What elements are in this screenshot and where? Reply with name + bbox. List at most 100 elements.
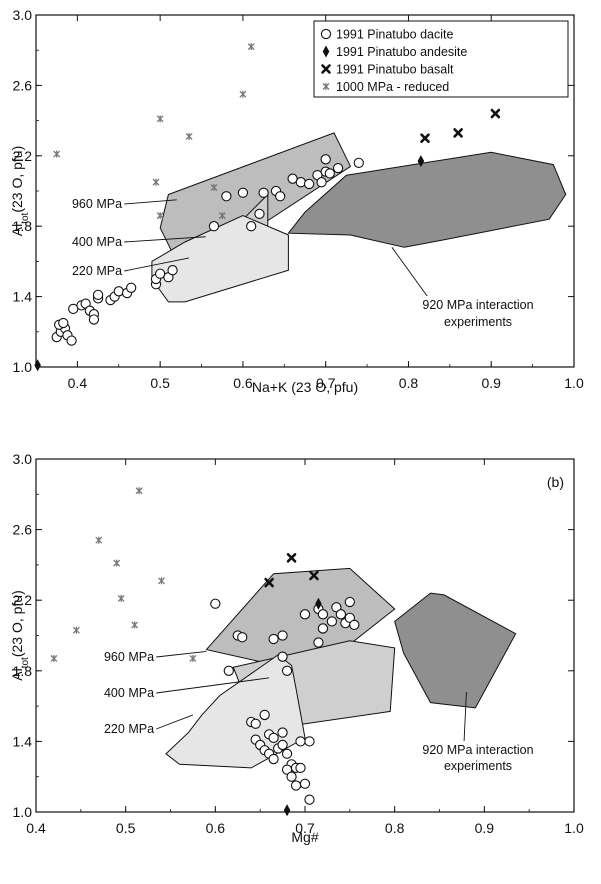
field-label: experiments — [444, 759, 512, 773]
label-bg — [69, 233, 125, 250]
x-tick-label: 0.4 — [26, 820, 46, 836]
label-bg — [101, 648, 157, 665]
legend-entry: 1991 Pinatubo basalt — [336, 63, 454, 77]
x-tick-label: 0.9 — [475, 820, 495, 836]
y-tick-label: 1.0 — [13, 804, 33, 820]
circle-point — [281, 665, 293, 676]
circle-point — [335, 609, 347, 620]
star-point — [152, 178, 160, 186]
legend-box — [313, 20, 569, 98]
circle-point — [259, 709, 270, 721]
field-label: 400 MPa — [104, 686, 154, 700]
star-point — [53, 150, 61, 158]
x-point — [309, 570, 319, 581]
circle-point — [281, 748, 293, 759]
y-tick-label: 1.4 — [13, 289, 33, 305]
label-bg — [394, 296, 562, 330]
circle-point — [332, 162, 344, 174]
y-tick-label: 2.6 — [13, 522, 33, 538]
field-label: 960 MPa — [104, 650, 154, 664]
legend-entry: 1991 Pinatubo andesite — [336, 45, 467, 59]
label-bg — [101, 720, 157, 737]
panel-label: (b) — [547, 474, 564, 490]
x-tick-label: 0.8 — [399, 375, 419, 391]
y-axis-label: Altot(23 O, pfu) — [9, 146, 31, 237]
x-tick-label: 0.8 — [385, 820, 405, 836]
x-tick-label: 0.7 — [316, 375, 336, 391]
circle-point — [277, 630, 288, 641]
x-point — [264, 577, 274, 588]
circle-point — [317, 623, 329, 634]
star-point — [158, 577, 165, 585]
y-tick-label: 3.0 — [13, 451, 33, 467]
circle-point — [326, 616, 338, 627]
circle-point — [290, 780, 302, 791]
field-label: 400 MPa — [72, 235, 122, 249]
legend-marker-star — [322, 83, 330, 90]
field-label: 220 MPa — [104, 722, 154, 736]
circle-point — [324, 168, 335, 179]
star-point — [210, 183, 218, 191]
y-axis-label: Altot(23 O, pfu) — [9, 590, 31, 681]
circle-point — [268, 732, 279, 744]
circle-point — [349, 619, 360, 631]
legend-marker-x — [321, 64, 331, 74]
circle-point — [208, 221, 220, 232]
y-tick-label: 2.2 — [13, 148, 33, 164]
x-point — [453, 128, 463, 138]
panel-b: 0.4 0.5 0.6 0.7 0.8 0.9 1.0 1.0 1.4 1.8 2.2 2.6 3.0 M… — [9, 451, 584, 845]
circle-point — [295, 177, 307, 188]
x-point — [420, 133, 430, 143]
circle-point — [246, 221, 257, 232]
circle-point — [237, 187, 249, 198]
circle-point — [313, 637, 324, 648]
x-tick-label: 1.0 — [564, 375, 584, 391]
circle-point — [353, 157, 364, 168]
circle-point — [303, 178, 315, 190]
circle-point — [295, 762, 306, 774]
field-label: 920 MPa interaction — [422, 298, 533, 312]
x-tick-label: 0.5 — [116, 820, 136, 836]
leader-line — [156, 714, 194, 730]
circle-point — [299, 778, 311, 789]
diamond-point — [315, 597, 322, 610]
y-tick-label: 1.0 — [13, 359, 33, 375]
field-label: 920 MPa interaction — [422, 743, 533, 757]
y-tick-label: 2.2 — [13, 592, 33, 608]
circle-point — [268, 753, 279, 765]
leader-line — [156, 677, 270, 694]
label-bg — [69, 262, 125, 279]
star-point — [239, 90, 247, 98]
x-tick-label: 0.4 — [68, 375, 88, 391]
x-tick-label: 0.7 — [295, 820, 315, 836]
circle-point — [250, 718, 261, 729]
label-bg — [101, 684, 157, 701]
circle-point — [275, 191, 286, 202]
y-tick-label: 2.6 — [13, 77, 33, 93]
leader-line — [124, 236, 206, 243]
circle-point — [286, 771, 297, 782]
star-point — [131, 621, 139, 629]
field-label: experiments — [444, 315, 512, 329]
circle-point — [254, 208, 265, 220]
star-point — [185, 132, 193, 140]
legend-entry: 1991 Pinatubo dacite — [336, 28, 454, 42]
diamond-point — [417, 155, 425, 168]
y-tick-label: 3.0 — [13, 7, 33, 23]
star-point — [113, 559, 121, 567]
star-point — [135, 487, 143, 495]
circle-point — [223, 665, 234, 676]
legend-marker-diamond — [322, 45, 330, 58]
circle-point — [221, 191, 232, 202]
circle-point — [304, 794, 315, 805]
x-tick-label: 1.0 — [564, 820, 584, 836]
star-point — [95, 536, 103, 544]
circle-point — [299, 609, 311, 620]
star-point — [247, 43, 255, 51]
y-tick-label: 1.8 — [13, 218, 33, 234]
star-point — [50, 654, 58, 662]
leader-line — [124, 199, 177, 205]
circle-point — [277, 739, 288, 751]
diamond-point — [34, 359, 41, 372]
